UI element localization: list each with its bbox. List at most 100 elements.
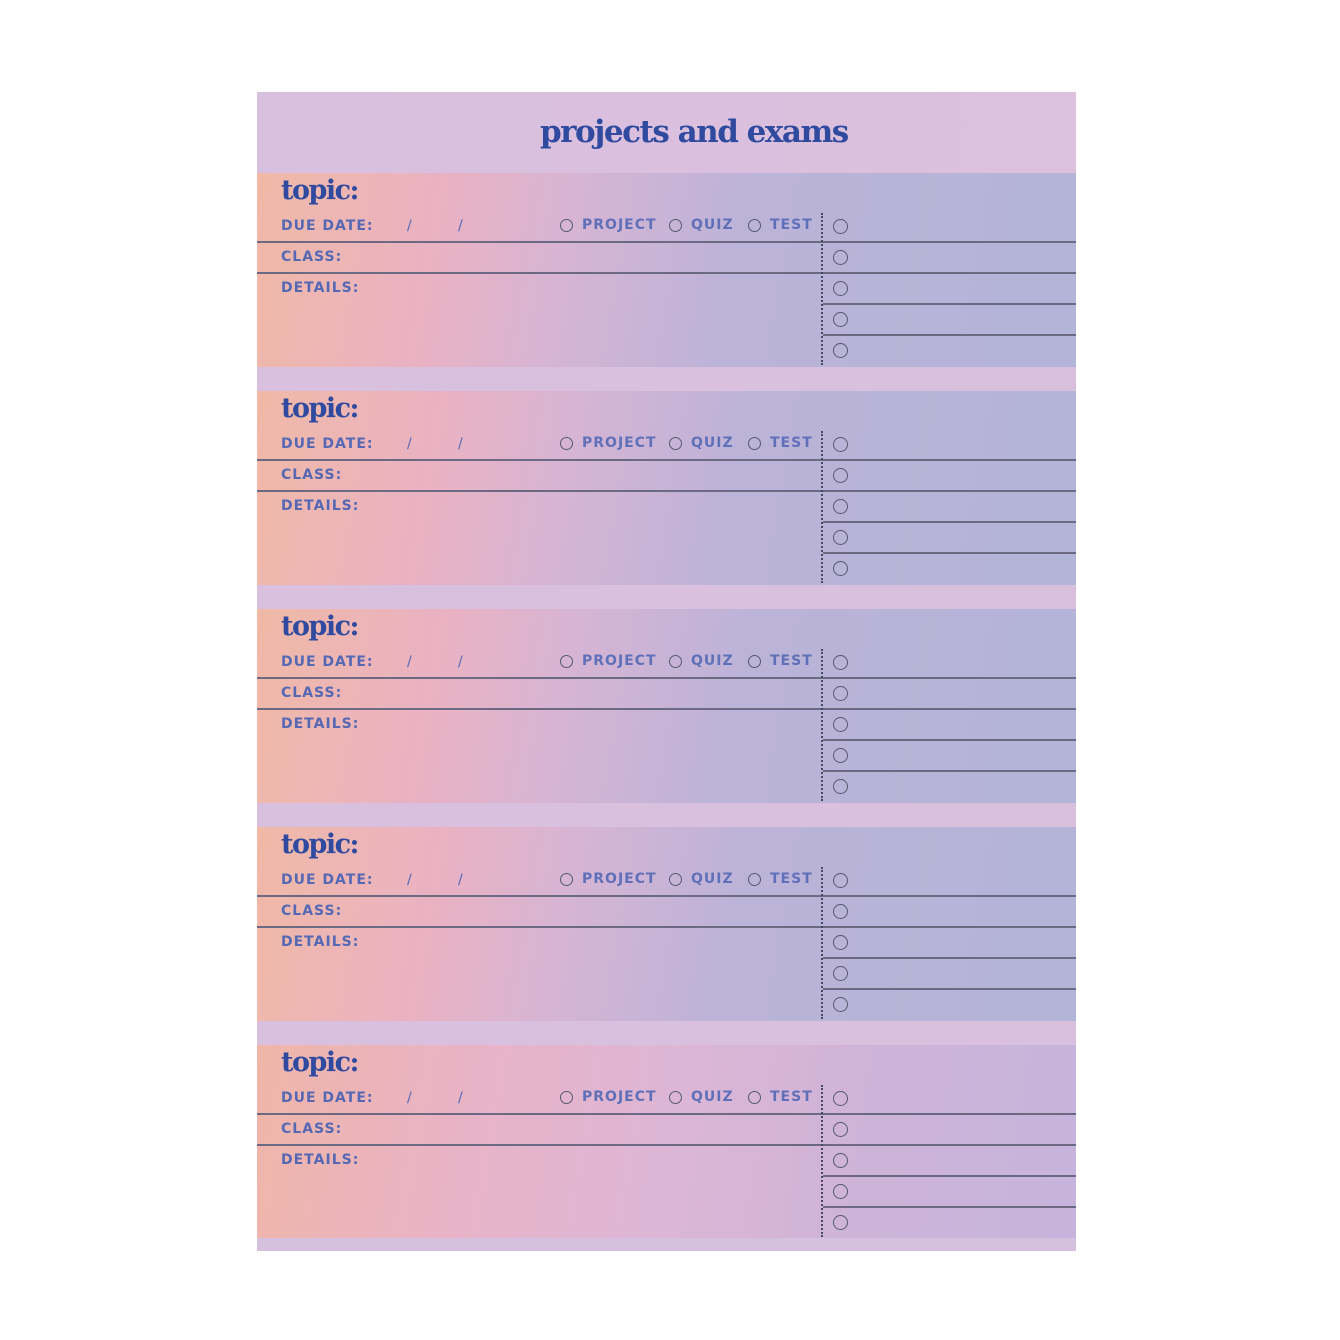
checkbox-circle-icon[interactable]: [833, 219, 848, 234]
divider-line: [823, 303, 1076, 305]
date-slash: /: [407, 654, 412, 670]
topic-label: topic:: [281, 829, 360, 860]
divider-line: [823, 957, 1076, 959]
checkbox-circle-icon[interactable]: [833, 717, 848, 732]
option-project[interactable]: PROJECT: [560, 435, 657, 451]
dotted-separator: [821, 867, 823, 1019]
radio-circle-icon[interactable]: [560, 218, 573, 232]
divider-line: [257, 1144, 1076, 1146]
option-quiz[interactable]: QUIZ: [669, 435, 734, 451]
checkbox-circle-icon[interactable]: [833, 873, 848, 888]
topic-label: topic:: [281, 393, 360, 424]
radio-circle-icon[interactable]: [560, 872, 573, 886]
topic-section: topic: DUE DATE: / / PROJECT QUIZ TEST C…: [257, 391, 1076, 585]
divider-line: [823, 770, 1076, 772]
checkbox-circle-icon[interactable]: [833, 250, 848, 265]
topic-section: topic: DUE DATE: / / PROJECT QUIZ TEST C…: [257, 173, 1076, 367]
divider-line: [823, 988, 1076, 990]
radio-circle-icon[interactable]: [560, 1090, 573, 1104]
option-label: TEST: [770, 1089, 813, 1105]
checkbox-circle-icon[interactable]: [833, 966, 848, 981]
radio-circle-icon[interactable]: [748, 436, 761, 450]
date-slash: /: [458, 436, 463, 452]
radio-circle-icon[interactable]: [669, 1090, 682, 1104]
checkbox-circle-icon[interactable]: [833, 499, 848, 514]
radio-circle-icon[interactable]: [560, 654, 573, 668]
option-label: PROJECT: [582, 435, 657, 451]
checkbox-circle-icon[interactable]: [833, 655, 848, 670]
radio-circle-icon[interactable]: [669, 872, 682, 886]
checkbox-circle-icon[interactable]: [833, 997, 848, 1012]
checkbox-circle-icon[interactable]: [833, 686, 848, 701]
checkbox-circle-icon[interactable]: [833, 561, 848, 576]
option-project[interactable]: PROJECT: [560, 871, 657, 887]
class-label: CLASS:: [281, 685, 343, 701]
details-label: DETAILS:: [281, 498, 360, 514]
date-slash: /: [458, 1090, 463, 1106]
option-quiz[interactable]: QUIZ: [669, 653, 734, 669]
option-label: PROJECT: [582, 217, 657, 233]
option-project[interactable]: PROJECT: [560, 1089, 657, 1105]
divider-line: [823, 1206, 1076, 1208]
option-test[interactable]: TEST: [748, 871, 813, 887]
divider-line: [257, 459, 1076, 461]
option-quiz[interactable]: QUIZ: [669, 1089, 734, 1105]
option-label: PROJECT: [582, 653, 657, 669]
divider-line: [823, 552, 1076, 554]
checkbox-circle-icon[interactable]: [833, 1153, 848, 1168]
topic-label: topic:: [281, 175, 360, 206]
checkbox-circle-icon[interactable]: [833, 935, 848, 950]
checkbox-circle-icon[interactable]: [833, 1091, 848, 1106]
option-label: TEST: [770, 435, 813, 451]
divider-line: [257, 895, 1076, 897]
option-test[interactable]: TEST: [748, 217, 813, 233]
option-test[interactable]: TEST: [748, 435, 813, 451]
date-slash: /: [407, 436, 412, 452]
radio-circle-icon[interactable]: [748, 1090, 761, 1104]
bottom-strip: [257, 1238, 1076, 1251]
option-project[interactable]: PROJECT: [560, 217, 657, 233]
checkbox-circle-icon[interactable]: [833, 530, 848, 545]
radio-circle-icon[interactable]: [669, 436, 682, 450]
option-project[interactable]: PROJECT: [560, 653, 657, 669]
radio-circle-icon[interactable]: [669, 218, 682, 232]
radio-circle-icon[interactable]: [560, 436, 573, 450]
option-test[interactable]: TEST: [748, 1089, 813, 1105]
details-label: DETAILS:: [281, 716, 360, 732]
checkbox-circle-icon[interactable]: [833, 281, 848, 296]
radio-circle-icon[interactable]: [748, 872, 761, 886]
radio-circle-icon[interactable]: [669, 654, 682, 668]
divider-line: [257, 490, 1076, 492]
option-quiz[interactable]: QUIZ: [669, 217, 734, 233]
radio-circle-icon[interactable]: [748, 654, 761, 668]
page-header: projects and exams: [257, 92, 1076, 173]
checkbox-circle-icon[interactable]: [833, 1184, 848, 1199]
checkbox-circle-icon[interactable]: [833, 1122, 848, 1137]
checkbox-circle-icon[interactable]: [833, 437, 848, 452]
checkbox-circle-icon[interactable]: [833, 343, 848, 358]
checkbox-circle-icon[interactable]: [833, 748, 848, 763]
due-date-label: DUE DATE:: [281, 1090, 374, 1106]
date-slash: /: [407, 1090, 412, 1106]
due-date-label: DUE DATE:: [281, 872, 374, 888]
divider-line: [257, 272, 1076, 274]
checkbox-circle-icon[interactable]: [833, 904, 848, 919]
details-label: DETAILS:: [281, 934, 360, 950]
option-label: TEST: [770, 653, 813, 669]
divider-line: [823, 334, 1076, 336]
class-label: CLASS:: [281, 1121, 343, 1137]
checkbox-circle-icon[interactable]: [833, 312, 848, 327]
option-quiz[interactable]: QUIZ: [669, 871, 734, 887]
topic-section: topic: DUE DATE: / / PROJECT QUIZ TEST C…: [257, 609, 1076, 803]
divider-line: [257, 708, 1076, 710]
date-slash: /: [458, 218, 463, 234]
radio-circle-icon[interactable]: [748, 218, 761, 232]
due-date-label: DUE DATE:: [281, 218, 374, 234]
option-test[interactable]: TEST: [748, 653, 813, 669]
checkbox-circle-icon[interactable]: [833, 779, 848, 794]
checkbox-circle-icon[interactable]: [833, 468, 848, 483]
checkbox-circle-icon[interactable]: [833, 1215, 848, 1230]
divider-line: [257, 677, 1076, 679]
divider-line: [823, 739, 1076, 741]
class-label: CLASS:: [281, 467, 343, 483]
